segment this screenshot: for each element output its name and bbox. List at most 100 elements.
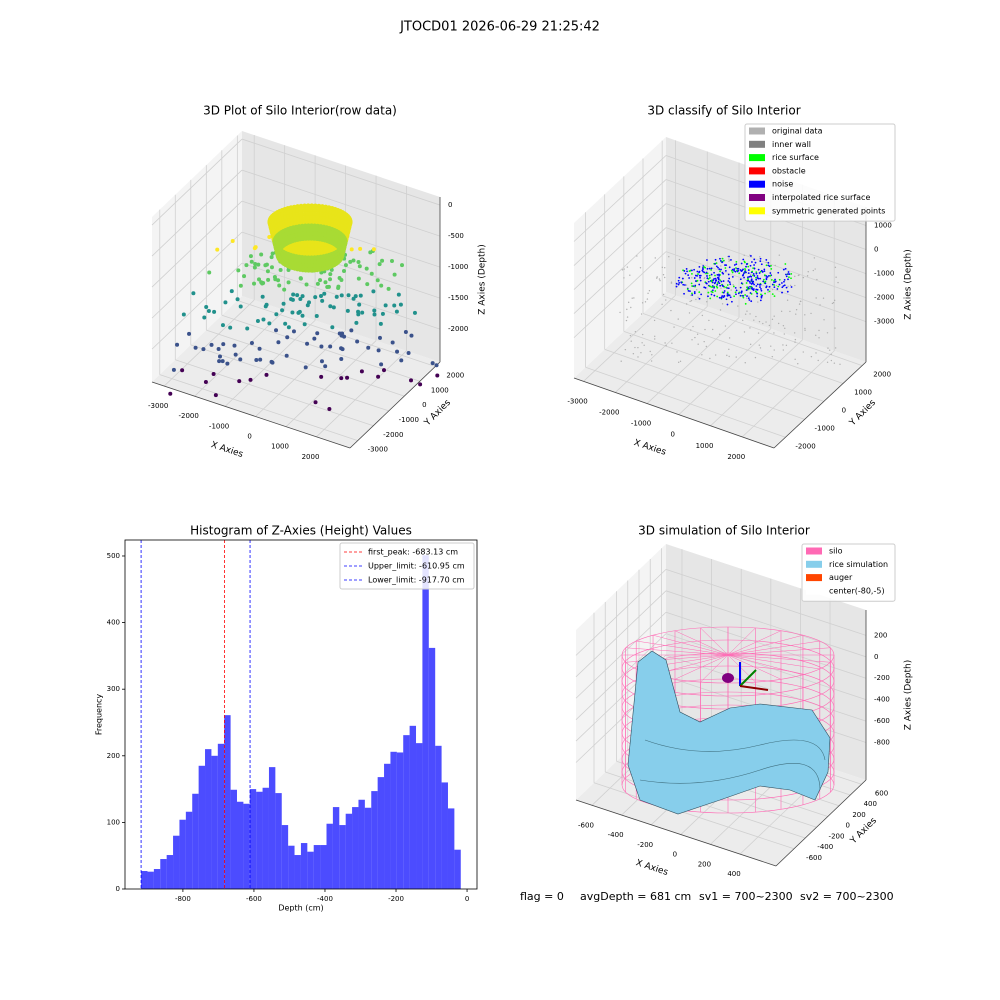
silo-spoke — [700, 654, 729, 683]
point — [319, 344, 324, 349]
point — [658, 278, 661, 280]
point — [726, 291, 729, 294]
point — [263, 304, 268, 309]
point — [744, 294, 747, 296]
point — [704, 286, 707, 289]
point — [625, 319, 628, 322]
point — [291, 329, 296, 334]
point — [688, 277, 691, 279]
point — [298, 296, 303, 301]
point — [295, 293, 300, 298]
point — [632, 353, 635, 355]
bar — [403, 735, 410, 889]
point — [690, 299, 693, 302]
point — [409, 333, 414, 338]
point — [784, 327, 786, 330]
point — [690, 329, 692, 331]
point — [739, 278, 742, 281]
point — [689, 290, 691, 293]
point — [720, 265, 722, 267]
point — [380, 311, 385, 316]
point — [719, 257, 721, 260]
point — [770, 345, 772, 347]
point — [733, 295, 736, 298]
point — [760, 269, 763, 272]
legend-swatch — [806, 574, 822, 582]
grid-line — [175, 359, 374, 427]
point — [626, 316, 629, 318]
bar — [160, 859, 167, 889]
point — [794, 358, 796, 360]
z-tick-label: -400 — [874, 696, 890, 704]
point — [743, 272, 745, 275]
x-tick-label: 0 — [465, 895, 469, 903]
legend-swatch — [806, 547, 822, 555]
point — [685, 268, 688, 270]
point — [747, 272, 750, 275]
point — [636, 255, 638, 257]
point — [778, 283, 781, 286]
point — [787, 273, 789, 275]
grid-line — [710, 339, 803, 427]
point — [789, 284, 792, 287]
point — [744, 270, 746, 273]
point — [320, 298, 325, 303]
point — [765, 278, 768, 281]
point — [742, 258, 745, 261]
point — [302, 322, 307, 327]
point — [691, 277, 693, 279]
y-tick-label: 0 — [116, 885, 120, 893]
legend-box — [744, 123, 896, 222]
z-tick-label: -500 — [448, 232, 464, 240]
point — [366, 345, 371, 350]
point — [763, 274, 766, 277]
point — [300, 313, 305, 318]
z-tick-label: -2000 — [874, 294, 894, 302]
point — [755, 315, 757, 318]
point — [260, 294, 265, 299]
point — [767, 291, 769, 293]
x-axis-line — [151, 381, 351, 449]
point — [328, 272, 333, 277]
point — [706, 277, 709, 280]
point — [755, 278, 758, 281]
point — [380, 258, 385, 263]
point — [716, 273, 719, 276]
point — [725, 264, 728, 266]
y-tick-label: -400 — [817, 843, 833, 851]
point — [283, 321, 288, 326]
point — [209, 342, 214, 347]
point — [728, 355, 730, 358]
point — [229, 289, 234, 294]
point — [691, 292, 693, 295]
point — [207, 270, 212, 275]
point — [765, 259, 768, 261]
point — [770, 279, 773, 281]
grid-line — [583, 295, 676, 382]
bar — [320, 845, 327, 889]
point — [773, 315, 775, 317]
point — [739, 294, 742, 297]
point — [644, 301, 647, 303]
point — [762, 280, 765, 283]
point — [751, 261, 753, 263]
grid-line — [151, 138, 243, 226]
point — [201, 347, 206, 352]
point — [202, 315, 207, 320]
point — [699, 276, 701, 279]
point — [678, 282, 681, 284]
point — [783, 280, 785, 283]
point — [754, 290, 757, 293]
point — [789, 310, 791, 313]
grid-line — [316, 350, 407, 438]
point — [765, 275, 768, 277]
point — [722, 291, 725, 294]
point — [702, 268, 704, 271]
point — [698, 297, 701, 300]
point — [755, 285, 758, 287]
point — [245, 326, 250, 331]
point — [270, 251, 275, 256]
bar — [377, 777, 385, 889]
point — [629, 334, 632, 337]
point — [785, 344, 788, 347]
